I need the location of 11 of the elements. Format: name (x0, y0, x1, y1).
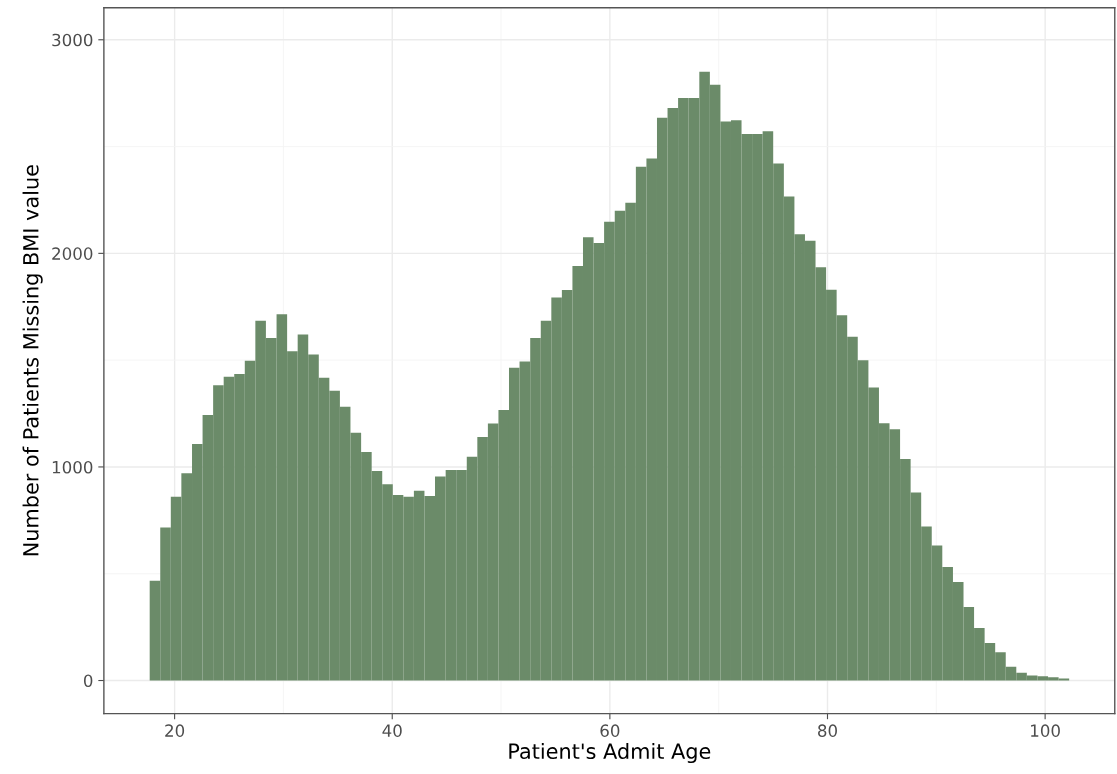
y-tick-label: 3000 (52, 33, 93, 47)
y-tick-label: 1000 (52, 460, 93, 474)
y-axis-title: Number of Patients Missing BMI value (22, 165, 43, 556)
y-tick-label: 0 (83, 674, 93, 688)
y-tick-label: 2000 (52, 247, 93, 260)
x-tick-label: 20 (165, 724, 185, 737)
x-tick-label: 80 (818, 724, 837, 737)
x-tick-label: 40 (382, 724, 402, 737)
x-tick-label: 100 (1031, 724, 1060, 737)
x-axis-title: Patient's Admit Age (509, 742, 711, 764)
x-tick-label: 60 (600, 724, 620, 737)
